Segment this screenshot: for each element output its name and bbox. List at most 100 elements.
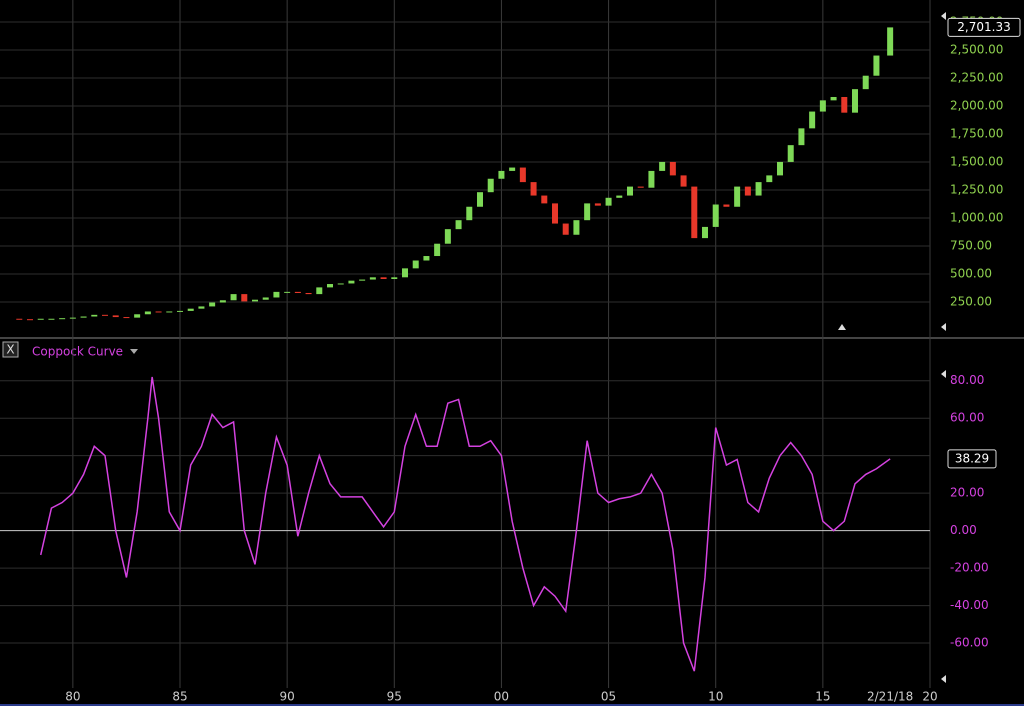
candle: [830, 96, 837, 101]
candle: [862, 75, 869, 90]
candle: [777, 161, 783, 176]
candle: [284, 291, 291, 293]
candle: [380, 277, 387, 279]
candle: [412, 260, 419, 269]
candle: [91, 314, 98, 317]
candle: [327, 284, 333, 288]
candle: [123, 317, 130, 319]
candle: [241, 294, 248, 302]
candle: [809, 111, 816, 129]
candle: [337, 283, 344, 285]
x-tick-label: 15: [815, 690, 830, 704]
x-tick-label: 80: [65, 690, 80, 704]
y-tick-label: 2,250.00: [950, 70, 1003, 84]
candle: [637, 186, 644, 188]
candle: [680, 175, 687, 187]
candle: [209, 302, 216, 307]
last-value-label: 2,701.33: [957, 20, 1010, 34]
candle: [498, 170, 505, 179]
candle: [369, 277, 376, 280]
candle: [648, 170, 655, 188]
close-box[interactable]: [2, 341, 19, 358]
y-tick-label: 20.00: [950, 486, 984, 500]
candle: [305, 292, 312, 295]
candle: [798, 128, 805, 146]
scroll-marker: [941, 370, 946, 378]
candle: [59, 318, 66, 320]
candle: [177, 310, 183, 312]
y-tick-label: -60.00: [950, 636, 989, 650]
candle: [252, 299, 258, 302]
candle: [166, 311, 173, 313]
candle: [48, 318, 55, 320]
scroll-marker: [941, 12, 946, 20]
candle: [873, 55, 880, 76]
indicator-line: [39, 376, 891, 672]
candle: [712, 204, 719, 227]
candle: [16, 318, 23, 320]
candle: [744, 186, 751, 196]
last-value-label: 38.29: [955, 451, 989, 465]
y-tick-label: 2,000.00: [950, 98, 1003, 112]
candle: [273, 291, 280, 298]
y-tick-label: 1,500.00: [950, 154, 1003, 168]
candle: [134, 314, 141, 318]
candle: [391, 277, 398, 279]
candle: [627, 186, 633, 196]
candle: [573, 220, 580, 235]
y-tick-label: 750.00: [950, 238, 992, 252]
last-value-box: [947, 449, 997, 469]
candle: [434, 243, 441, 257]
x-tick-label: 20: [922, 690, 937, 704]
candle: [819, 100, 826, 112]
candle: [669, 161, 676, 176]
candle: [723, 204, 730, 207]
candle: [262, 297, 269, 300]
candle: [841, 96, 848, 113]
candle: [187, 308, 194, 311]
dropdown-arrow[interactable]: [130, 349, 138, 354]
y-tick-label: 250.00: [950, 294, 992, 308]
candle: [219, 300, 226, 303]
candle: [691, 186, 698, 239]
candle: [509, 167, 516, 171]
indicator-title[interactable]: Coppock Curve: [32, 345, 123, 359]
candle: [348, 280, 355, 284]
plots: [0, 0, 931, 688]
y-tick-label: 500.00: [950, 266, 992, 280]
candle: [734, 186, 741, 207]
close-icon[interactable]: X: [6, 343, 14, 357]
candle: [530, 182, 537, 196]
candle: [584, 203, 591, 221]
date-label: 2/21/18: [867, 690, 913, 704]
candle: [316, 287, 323, 295]
y-tick-label: -20.00: [950, 561, 989, 575]
close-button[interactable]: X: [2, 341, 19, 358]
candle: [402, 268, 408, 278]
candle: [541, 195, 548, 204]
y-tick-label: 0.00: [950, 523, 977, 537]
y-tick-label: 1,750.00: [950, 126, 1003, 140]
y-tick-label: 2,500.00: [950, 42, 1003, 56]
candle: [455, 220, 462, 230]
candle: [80, 316, 87, 318]
candle: [852, 89, 858, 113]
candle: [155, 311, 162, 313]
x-tick-label: 95: [387, 690, 402, 704]
x-tick-label: 10: [708, 690, 723, 704]
candle: [294, 291, 301, 293]
x-tick-label: 90: [280, 690, 295, 704]
scroll-marker: [941, 675, 946, 683]
candle: [144, 311, 151, 315]
candle: [887, 27, 894, 56]
candle: [423, 256, 430, 261]
candle: [766, 175, 773, 183]
scroll-marker: [838, 324, 846, 330]
candle: [230, 294, 237, 301]
y-tick-label: -40.00: [950, 598, 989, 612]
candle: [102, 314, 108, 316]
candle: [605, 197, 612, 206]
x-tick-label: 05: [601, 690, 616, 704]
